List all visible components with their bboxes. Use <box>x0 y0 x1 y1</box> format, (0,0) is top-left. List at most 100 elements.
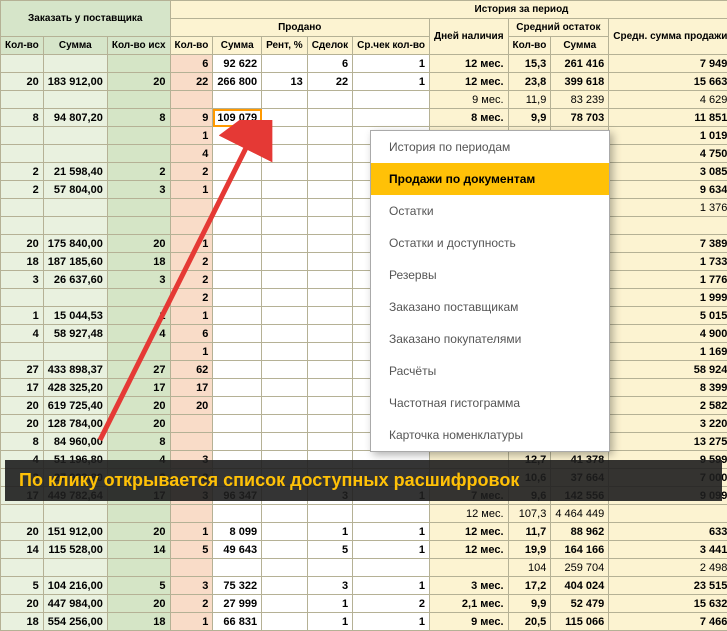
cell-deals[interactable]: 3 <box>307 577 352 595</box>
cell-avg[interactable]: 1 <box>353 613 430 631</box>
table-row[interactable]: 234,7416 4021 999208,34 <box>1 289 727 307</box>
cell-order-src[interactable]: 20 <box>107 523 170 541</box>
cell-order-src[interactable] <box>107 559 170 577</box>
cell-hist-sum[interactable] <box>213 325 262 343</box>
table-row[interactable]: 19,659 0731 01957,99 <box>1 127 727 145</box>
cell-deals[interactable] <box>307 415 352 433</box>
table-row[interactable]: 12,456 0991 37640,77 <box>1 199 727 217</box>
cell-asp[interactable]: 8 399 <box>609 379 727 397</box>
cell-hist-sum[interactable] <box>213 415 262 433</box>
cell-asp[interactable]: 3 220 <box>609 415 727 433</box>
cell-stock-sum[interactable]: 164 166 <box>551 541 609 559</box>
cell-deals[interactable] <box>307 199 352 217</box>
cell-stock-sum[interactable]: 83 239 <box>551 91 609 109</box>
context-menu-item[interactable]: Продажи по документам <box>371 163 609 195</box>
cell-deals[interactable] <box>307 91 352 109</box>
cell-order-qty[interactable]: 2 <box>1 163 44 181</box>
cell-order-sum[interactable] <box>43 199 107 217</box>
cell-rent[interactable] <box>262 397 308 415</box>
cell-deals[interactable] <box>307 235 352 253</box>
cell-deals[interactable] <box>307 127 352 145</box>
cell-order-sum[interactable] <box>43 217 107 235</box>
cell-order-src[interactable] <box>107 91 170 109</box>
cell-order-qty[interactable] <box>1 505 44 523</box>
table-row[interactable]: 5104 216,005375 322313 мес.17,2404 02423… <box>1 577 727 595</box>
cell-order-sum[interactable]: 554 256,00 <box>43 613 107 631</box>
cell-order-sum[interactable] <box>43 127 107 145</box>
cell-rent[interactable] <box>262 541 308 559</box>
cell-hist-qty[interactable]: 2 <box>170 289 213 307</box>
table-row[interactable]: 18554 256,0018166 831119 мес.20,5115 066… <box>1 613 727 631</box>
cell-hist-sum[interactable]: 92 622 <box>213 55 262 73</box>
cell-stock-qty[interactable]: 17,2 <box>508 577 551 595</box>
cell-deals[interactable] <box>307 361 352 379</box>
cell-order-qty[interactable]: 8 <box>1 433 44 451</box>
cell-order-qty[interactable]: 2 <box>1 181 44 199</box>
cell-asp[interactable]: 7 949 <box>609 55 727 73</box>
cell-order-qty[interactable]: 20 <box>1 595 44 613</box>
cell-deals[interactable] <box>307 307 352 325</box>
cell-order-src[interactable]: 8 <box>107 433 170 451</box>
cell-deals[interactable] <box>307 181 352 199</box>
cell-stock-qty[interactable]: 15,3 <box>508 55 551 73</box>
table-row[interactable]: 20183 912,002022266 8001322112 мес.23,83… <box>1 73 727 91</box>
cell-asp[interactable]: 9 634 <box>609 181 727 199</box>
cell-order-sum[interactable] <box>43 91 107 109</box>
cell-rent[interactable] <box>262 271 308 289</box>
cell-asp[interactable]: 23 515 <box>609 577 727 595</box>
cell-asp[interactable]: 1 169 <box>609 343 727 361</box>
cell-order-sum[interactable]: 15 044,53 <box>43 307 107 325</box>
table-row[interactable]: 115 044,531118,446 9885 0159,37 <box>1 307 727 325</box>
cell-rent[interactable] <box>262 199 308 217</box>
cell-order-sum[interactable] <box>43 55 107 73</box>
cell-order-sum[interactable]: 26 637,60 <box>43 271 107 289</box>
cell-stock-qty[interactable]: 11,9 <box>508 91 551 109</box>
cell-order-sum[interactable] <box>43 343 107 361</box>
cell-hist-sum[interactable]: 109 079 <box>213 109 262 127</box>
cell-order-qty[interactable] <box>1 127 44 145</box>
cell-hist-qty[interactable]: 1 <box>170 613 213 631</box>
cell-hist-sum[interactable] <box>213 91 262 109</box>
cell-asp[interactable]: 5 015 <box>609 307 727 325</box>
table-row[interactable]: 884 960,00813,736 95213 2752,78 <box>1 433 727 451</box>
cell-hist-sum[interactable] <box>213 379 262 397</box>
cell-order-qty[interactable]: 17 <box>1 379 44 397</box>
table-row[interactable]: 20619 725,4020203,7116 1352 58244,98 <box>1 397 727 415</box>
cell-order-src[interactable]: 8 <box>107 109 170 127</box>
cell-hist-sum[interactable] <box>213 127 262 145</box>
table-row[interactable]: 17428 325,20171712,5274 6678 39932,70 <box>1 379 727 397</box>
cell-hist-sum[interactable] <box>213 271 262 289</box>
cell-order-sum[interactable]: 58 927,48 <box>43 325 107 343</box>
cell-rent[interactable] <box>262 361 308 379</box>
cell-deals[interactable] <box>307 109 352 127</box>
cell-order-src[interactable] <box>107 55 170 73</box>
cell-asp[interactable]: 11 851 <box>609 109 727 127</box>
cell-days[interactable]: 12 мес. <box>429 73 508 91</box>
cell-hist-sum[interactable] <box>213 235 262 253</box>
cell-stock-sum[interactable]: 115 066 <box>551 613 609 631</box>
cell-order-src[interactable] <box>107 199 170 217</box>
cell-order-qty[interactable] <box>1 91 44 109</box>
cell-order-qty[interactable] <box>1 559 44 577</box>
cell-order-sum[interactable]: 447 984,00 <box>43 595 107 613</box>
table-row[interactable]: 27433 898,37276221,2737 07758 92412,51 <box>1 361 727 379</box>
cell-asp[interactable]: 1 376 <box>609 199 727 217</box>
cell-order-src[interactable]: 1 <box>107 307 170 325</box>
cell-stock-qty[interactable]: 20,5 <box>508 613 551 631</box>
cell-deals[interactable] <box>307 271 352 289</box>
cell-order-qty[interactable] <box>1 217 44 235</box>
cell-rent[interactable] <box>262 325 308 343</box>
cell-asp[interactable]: 2 498 <box>609 559 727 577</box>
cell-rent[interactable] <box>262 91 308 109</box>
table-row[interactable]: 5,329 167 <box>1 217 727 235</box>
cell-hist-sum[interactable]: 27 999 <box>213 595 262 613</box>
table-row[interactable]: 894 807,2089109 0798 мес.9,978 70311 851… <box>1 109 727 127</box>
cell-hist-qty[interactable]: 1 <box>170 523 213 541</box>
cell-stock-sum[interactable]: 52 479 <box>551 595 609 613</box>
cell-order-qty[interactable] <box>1 199 44 217</box>
cell-hist-qty[interactable] <box>170 559 213 577</box>
cell-deals[interactable]: 6 <box>307 55 352 73</box>
cell-order-src[interactable]: 20 <box>107 397 170 415</box>
cell-order-qty[interactable] <box>1 343 44 361</box>
cell-asp[interactable]: 4 900 <box>609 325 727 343</box>
